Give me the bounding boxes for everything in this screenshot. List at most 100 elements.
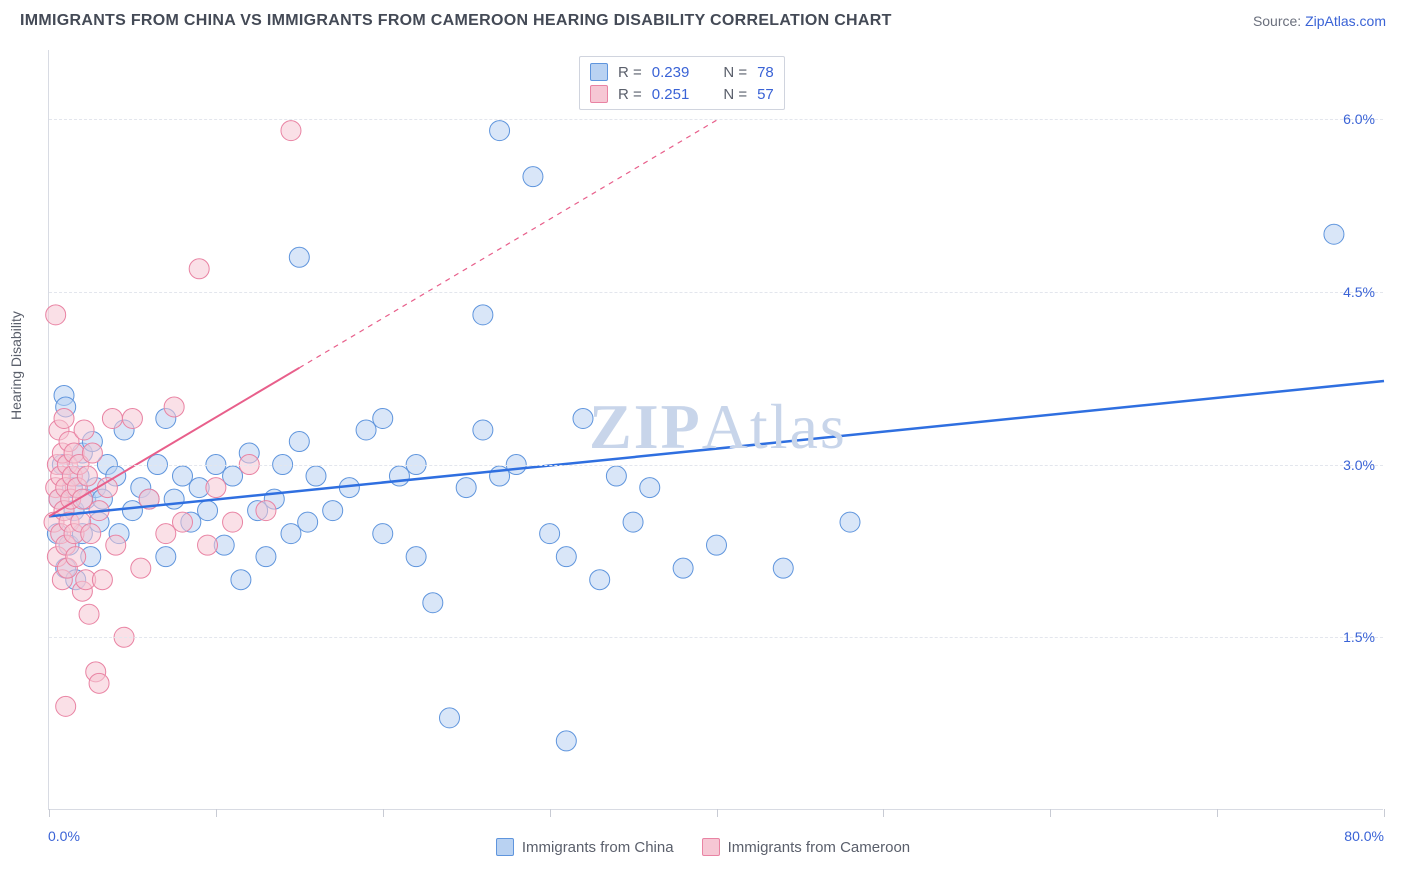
data-point: [473, 305, 493, 325]
xtick: [1050, 809, 1051, 817]
ytick-label: 4.5%: [1343, 284, 1375, 300]
xaxis-min-label: 0.0%: [48, 828, 80, 844]
data-point: [77, 466, 97, 486]
r-value: 0.251: [652, 86, 690, 103]
gridline: [49, 119, 1383, 120]
data-point: [540, 524, 560, 544]
data-point: [223, 466, 243, 486]
data-point: [306, 466, 326, 486]
data-point: [323, 501, 343, 521]
data-point: [92, 570, 112, 590]
data-point: [82, 443, 102, 463]
source-label: Source:: [1253, 13, 1305, 29]
data-point: [79, 604, 99, 624]
data-point: [173, 512, 193, 532]
data-point: [773, 558, 793, 578]
data-point: [122, 501, 142, 521]
data-point: [289, 432, 309, 452]
stats-legend: R =0.239N =78R =0.251N =57: [579, 56, 785, 110]
data-point: [840, 512, 860, 532]
r-value: 0.239: [652, 64, 690, 81]
source: Source: ZipAtlas.com: [1253, 13, 1386, 29]
data-point: [406, 547, 426, 567]
data-point: [590, 570, 610, 590]
scatter-plot-svg: [49, 50, 1384, 810]
data-point: [523, 167, 543, 187]
stats-legend-row: R =0.251N =57: [590, 83, 774, 105]
data-point: [106, 535, 126, 555]
data-point: [156, 547, 176, 567]
n-value: 57: [757, 86, 774, 103]
data-point: [164, 397, 184, 417]
data-point: [46, 305, 66, 325]
data-point: [289, 247, 309, 267]
xtick: [216, 809, 217, 817]
xtick: [1384, 809, 1385, 817]
xaxis-max-label: 80.0%: [1344, 828, 1384, 844]
xtick: [717, 809, 718, 817]
data-point: [707, 535, 727, 555]
data-point: [131, 558, 151, 578]
data-point: [89, 673, 109, 693]
data-point: [573, 408, 593, 428]
data-point: [198, 501, 218, 521]
data-point: [556, 547, 576, 567]
data-point: [256, 547, 276, 567]
n-value: 78: [757, 64, 774, 81]
legend-label: Immigrants from China: [522, 839, 674, 856]
xtick: [883, 809, 884, 817]
data-point: [298, 512, 318, 532]
data-point: [606, 466, 626, 486]
data-point: [281, 121, 301, 141]
data-point: [189, 259, 209, 279]
data-point: [473, 420, 493, 440]
ytick-label: 1.5%: [1343, 629, 1375, 645]
data-point: [102, 408, 122, 428]
gridline: [49, 637, 1383, 638]
xtick: [383, 809, 384, 817]
data-point: [640, 478, 660, 498]
legend-item: Immigrants from Cameroon: [702, 826, 911, 868]
data-point: [556, 731, 576, 751]
chart-area: ZIPAtlas1.5%3.0%4.5%6.0%R =0.239N =78R =…: [48, 50, 1383, 810]
data-point: [164, 489, 184, 509]
data-point: [623, 512, 643, 532]
chart-title: IMMIGRANTS FROM CHINA VS IMMIGRANTS FROM…: [20, 12, 892, 30]
legend-swatch: [702, 838, 720, 856]
gridline: [49, 292, 1383, 293]
stats-legend-row: R =0.239N =78: [590, 61, 774, 83]
data-point: [231, 570, 251, 590]
data-point: [1324, 224, 1344, 244]
data-point: [440, 708, 460, 728]
y-axis-label: Hearing Disability: [8, 311, 24, 420]
legend-swatch: [590, 63, 608, 81]
data-point: [673, 558, 693, 578]
data-point: [256, 501, 276, 521]
data-point: [81, 524, 101, 544]
header: IMMIGRANTS FROM CHINA VS IMMIGRANTS FROM…: [0, 0, 1406, 38]
data-point: [356, 420, 376, 440]
regression-line-extrapolated: [299, 120, 716, 368]
data-point: [373, 524, 393, 544]
legend-swatch: [496, 838, 514, 856]
data-point: [54, 408, 74, 428]
data-point: [173, 466, 193, 486]
legend-item: Immigrants from China: [496, 826, 674, 868]
data-point: [423, 593, 443, 613]
legend-swatch: [590, 85, 608, 103]
xtick: [49, 809, 50, 817]
data-point: [66, 547, 86, 567]
data-point: [281, 524, 301, 544]
source-link[interactable]: ZipAtlas.com: [1305, 13, 1386, 29]
data-point: [389, 466, 409, 486]
xtick: [1217, 809, 1218, 817]
data-point: [74, 420, 94, 440]
data-point: [373, 408, 393, 428]
data-point: [206, 478, 226, 498]
data-point: [156, 524, 176, 544]
data-point: [456, 478, 476, 498]
ytick-label: 3.0%: [1343, 457, 1375, 473]
data-point: [122, 408, 142, 428]
data-point: [223, 512, 243, 532]
gridline: [49, 465, 1383, 466]
